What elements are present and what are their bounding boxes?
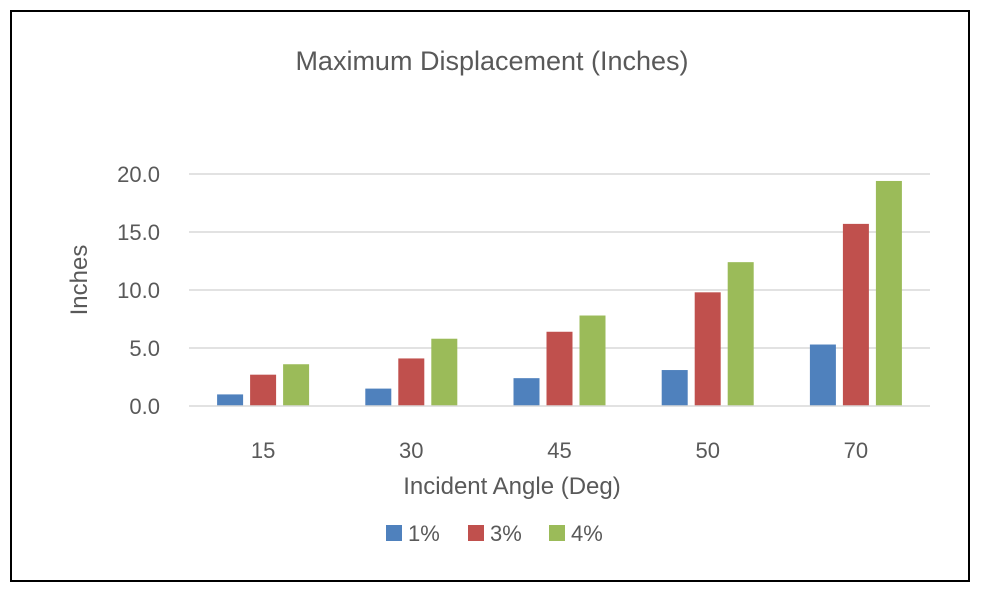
y-tick-label: 10.0 <box>117 278 160 303</box>
chart-title: Maximum Displacement (Inches) <box>295 46 688 76</box>
bar-1pct-15 <box>217 394 244 406</box>
bar-3pct-70 <box>842 223 869 406</box>
bar-4pct-50 <box>727 262 754 406</box>
x-tick-label: 70 <box>844 438 868 463</box>
bar-1pct-30 <box>365 388 392 406</box>
legend-label: 1% <box>408 521 440 546</box>
chart-svg: Maximum Displacement (Inches) 0.0 5.0 10.0… <box>66 46 930 546</box>
bar-4pct-70 <box>875 180 902 406</box>
y-tick-label: 5.0 <box>129 336 160 361</box>
bars <box>217 180 902 406</box>
bar-4pct-45 <box>579 315 606 406</box>
y-axis-ticks: 0.0 5.0 10.0 15.0 20.0 <box>117 162 160 419</box>
bar-4pct-30 <box>431 338 458 406</box>
legend-swatch <box>386 525 402 541</box>
y-tick-label: 0.0 <box>129 394 160 419</box>
gridlines <box>189 173 930 349</box>
bar-4pct-15 <box>283 364 310 406</box>
x-tick-label: 30 <box>399 438 423 463</box>
legend: 1% 3% 4% <box>386 521 603 546</box>
x-axis-title: Incident Angle (Deg) <box>403 473 620 500</box>
y-tick-label: 15.0 <box>117 220 160 245</box>
bar-1pct-45 <box>513 378 540 406</box>
x-tick-label: 15 <box>251 438 275 463</box>
bar-3pct-15 <box>250 374 277 406</box>
bar-3pct-30 <box>398 358 425 406</box>
bar-1pct-50 <box>661 370 688 406</box>
x-axis-ticks: 15 30 45 50 70 <box>251 438 868 463</box>
bar-3pct-50 <box>694 292 721 406</box>
x-tick-label: 45 <box>547 438 571 463</box>
chart-frame: Maximum Displacement (Inches) 0.0 5.0 10.0… <box>10 10 970 582</box>
y-tick-label: 20.0 <box>117 162 160 187</box>
legend-swatch <box>468 525 484 541</box>
bar-1pct-70 <box>809 344 836 406</box>
x-tick-label: 50 <box>695 438 719 463</box>
legend-label: 3% <box>490 521 522 546</box>
legend-swatch <box>549 525 565 541</box>
y-axis-title: Inches <box>66 245 93 316</box>
legend-label: 4% <box>571 521 603 546</box>
bar-3pct-45 <box>546 331 573 406</box>
